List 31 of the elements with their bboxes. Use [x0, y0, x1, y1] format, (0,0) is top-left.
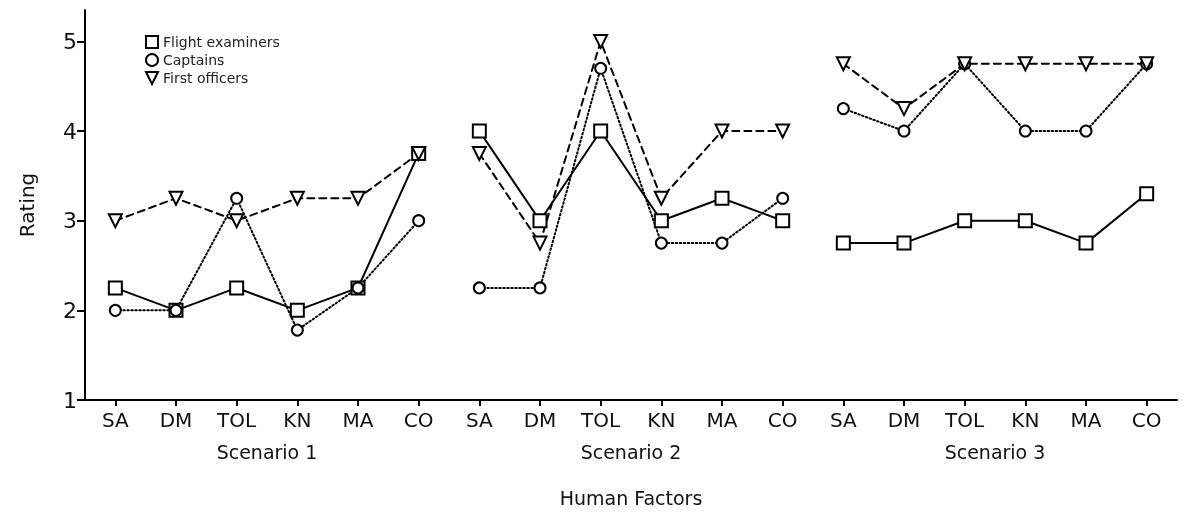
x-tick-label: SA	[465, 408, 494, 432]
x-axis-title: Human Factors	[559, 486, 703, 509]
y-axis-title: Rating	[15, 172, 39, 238]
legend-label: Flight examiners	[163, 34, 280, 50]
legend-label: Captains	[163, 52, 225, 68]
x-tick-label: DM	[523, 408, 557, 432]
text: Scenario 1	[216, 440, 318, 463]
x-tick-label: MA	[342, 408, 374, 432]
y-tick-label: 2	[63, 297, 77, 323]
x-tick-label: SA	[829, 408, 858, 432]
x-tick-label: TOL	[216, 408, 258, 432]
x-tick-label: DM	[159, 408, 193, 432]
x-tick-label: TOL	[580, 408, 622, 432]
text: Scenario 2	[580, 440, 682, 463]
x-tick-label: KN	[283, 408, 312, 432]
x-tick-label: MA	[706, 408, 738, 432]
x-tick-label: CO	[1131, 408, 1162, 432]
x-tick-label: DM	[887, 408, 921, 432]
y-tick-label: 5	[63, 28, 77, 54]
x-tick-label: KN	[1011, 408, 1040, 432]
y-tick-label: 4	[63, 118, 77, 144]
y-tick-label: 3	[63, 208, 77, 234]
x-tick-label: TOL	[944, 408, 986, 432]
x-tick-label: CO	[767, 408, 798, 432]
y-tick-label: 1	[63, 387, 77, 413]
legend-label: First officers	[163, 70, 249, 86]
x-tick-label: MA	[1070, 408, 1102, 432]
x-tick-label: CO	[403, 408, 434, 432]
text: Scenario 3	[944, 440, 1046, 463]
x-tick-label: KN	[647, 408, 676, 432]
x-tick-label: SA	[101, 408, 130, 432]
